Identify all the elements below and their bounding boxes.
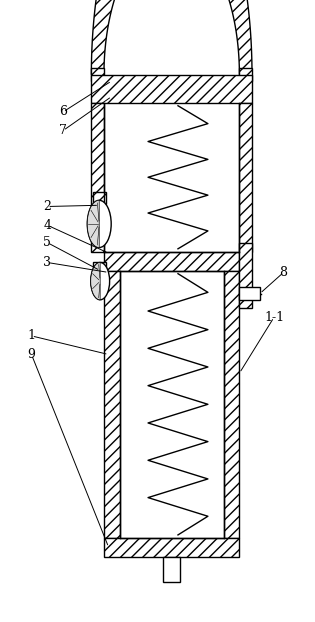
Polygon shape [239, 103, 252, 252]
Circle shape [91, 262, 110, 300]
Polygon shape [91, 75, 252, 103]
Text: 5: 5 [43, 236, 51, 249]
Polygon shape [93, 192, 106, 204]
Polygon shape [224, 271, 239, 538]
Text: 1: 1 [27, 330, 36, 342]
Text: 4: 4 [43, 219, 51, 231]
Polygon shape [93, 262, 106, 275]
Text: 1-1: 1-1 [264, 311, 284, 323]
Text: 8: 8 [279, 266, 288, 279]
Polygon shape [91, 0, 252, 75]
Wedge shape [91, 262, 100, 300]
Text: 9: 9 [28, 348, 35, 361]
Text: 7: 7 [59, 124, 67, 137]
Polygon shape [239, 68, 252, 81]
Polygon shape [239, 287, 260, 300]
Polygon shape [104, 538, 239, 557]
Polygon shape [104, 271, 120, 538]
Text: 6: 6 [59, 106, 67, 118]
Polygon shape [163, 557, 180, 582]
Polygon shape [91, 68, 104, 81]
Text: 2: 2 [43, 200, 51, 213]
Polygon shape [104, 252, 239, 271]
Polygon shape [239, 243, 252, 308]
Text: 3: 3 [43, 256, 51, 269]
Wedge shape [87, 200, 99, 248]
Circle shape [87, 200, 111, 248]
Polygon shape [91, 103, 104, 252]
